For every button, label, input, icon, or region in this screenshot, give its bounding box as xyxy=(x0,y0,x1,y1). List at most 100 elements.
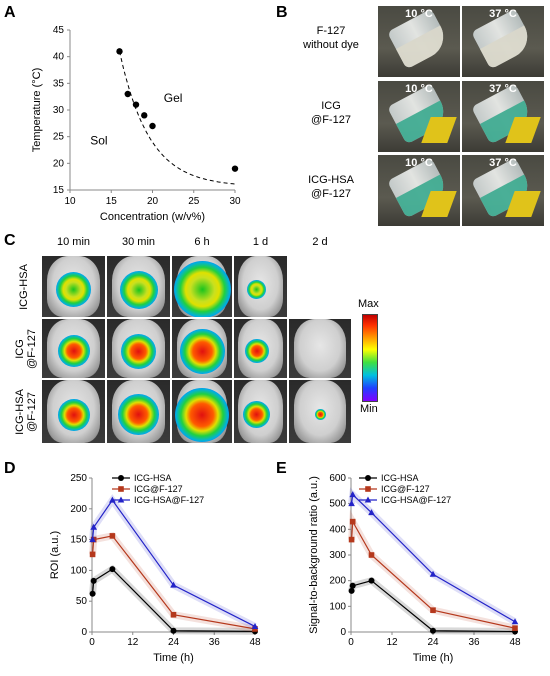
data-point xyxy=(348,500,355,507)
time-label: 1 d xyxy=(252,236,269,248)
chart-d-roi: 0 12 24 36 48 0 50 100 150 200 250 Time (h) ROI (a.u… xyxy=(49,473,261,664)
series-band xyxy=(89,494,257,630)
y-tick-label: 15 xyxy=(53,185,65,196)
x-tick-label: 48 xyxy=(509,637,521,648)
colorbar-min-label: Min xyxy=(360,403,378,415)
y-tick-label: 100 xyxy=(70,565,87,576)
x-tick-label: 36 xyxy=(468,637,480,648)
legend-marker xyxy=(364,496,372,503)
tube-liquid xyxy=(395,25,451,70)
y-tick-label: 100 xyxy=(329,601,346,612)
row-label-line: ICG-HSA xyxy=(14,388,26,435)
row-label-line: @F-127 xyxy=(26,328,38,369)
tube-photo: 37 °C xyxy=(462,6,544,77)
colorbar-max-label: Max xyxy=(358,298,379,310)
temperature-label: 37 °C xyxy=(489,157,517,169)
mouse-image xyxy=(234,380,287,443)
data-point xyxy=(512,625,518,631)
colorbar xyxy=(362,314,378,402)
mouse-image xyxy=(42,380,105,443)
fluorescence-signal xyxy=(175,387,229,442)
panel-letter-b: B xyxy=(276,4,288,21)
x-tick-label: 36 xyxy=(209,637,221,648)
legend-entry: ICG-HSA@F-127 xyxy=(134,495,204,505)
fluorescence-signal xyxy=(119,270,158,309)
fluorescence-signal xyxy=(57,335,90,368)
data-point xyxy=(90,523,97,530)
x-tick-label: 15 xyxy=(106,196,118,207)
x-axis-label: Time (h) xyxy=(413,652,454,664)
tube-photo: 37 °C xyxy=(462,155,544,226)
data-point xyxy=(430,607,436,613)
data-point xyxy=(349,582,356,589)
mouse-image xyxy=(172,380,232,443)
mouse-image xyxy=(42,319,105,378)
row-label-line: ICG-HSA xyxy=(18,263,30,310)
time-label: 30 min xyxy=(121,236,156,248)
mouse-image xyxy=(107,256,170,317)
y-tick-label: 300 xyxy=(329,550,346,561)
legend-entry: ICG@F-127 xyxy=(134,484,183,494)
panel-letter-c: C xyxy=(4,232,16,249)
chart-e-sbr: 0 12 24 36 48 0 100 200 300 400 500 600 Time (h) Sign… xyxy=(308,473,521,664)
legend-marker xyxy=(117,496,125,503)
fluorescence-signal xyxy=(121,333,156,369)
temperature-label: 10 °C xyxy=(405,157,433,169)
tube-photo: 10 °C xyxy=(378,81,460,152)
panel-b-row-label: ICG-HSA @F-127 xyxy=(288,173,374,201)
legend-marker xyxy=(365,486,371,492)
mouse-image xyxy=(289,319,351,378)
row-label-line: @F-127 xyxy=(26,391,38,432)
data-point xyxy=(511,618,519,625)
y-tick-label: 40 xyxy=(53,52,65,63)
x-tick-label: 30 xyxy=(229,196,241,207)
panel-b-row-label: F-127 without dye xyxy=(288,24,374,52)
data-point xyxy=(89,590,96,597)
data-point xyxy=(109,566,116,573)
data-point xyxy=(132,101,140,108)
x-tick-label: 24 xyxy=(168,637,180,648)
y-tick-label: 20 xyxy=(53,158,65,169)
mouse-image xyxy=(42,256,105,317)
tube-photo: 10 °C xyxy=(378,6,460,77)
fluorescence-signal xyxy=(243,401,270,429)
y-tick-label: 400 xyxy=(329,524,346,535)
fluorescence-signal xyxy=(244,339,269,364)
data-point xyxy=(430,627,436,634)
temperature-label: 10 °C xyxy=(405,8,433,20)
panel-c-row-label: ICG @F-127 xyxy=(14,319,38,378)
data-point xyxy=(124,90,131,98)
data-point xyxy=(348,536,355,543)
region-label: Gel xyxy=(164,91,183,105)
y-axis-label: Temperature (°C) xyxy=(31,68,43,152)
data-point xyxy=(231,165,239,172)
temperature-label: 37 °C xyxy=(489,8,517,20)
y-axis-label: Signal-to-background ratio (a.u.) xyxy=(308,476,320,634)
data-point xyxy=(170,627,177,634)
row-label-line2: @F-127 xyxy=(311,114,351,126)
legend-entry: ICG-HSA@F-127 xyxy=(381,495,451,505)
data-point xyxy=(90,577,97,584)
time-label: 6 h xyxy=(194,236,210,248)
fluorescence-signal xyxy=(247,280,266,300)
y-tick-label: 30 xyxy=(53,105,65,116)
x-tick-label: 10 xyxy=(64,196,76,207)
y-tick-label: 35 xyxy=(53,78,65,89)
y-axis-label: ROI (a.u.) xyxy=(49,531,61,579)
x-tick-label: 12 xyxy=(386,637,398,648)
data-point xyxy=(349,491,357,498)
y-tick-label: 45 xyxy=(53,25,65,36)
legend-entry: ICG-HSA xyxy=(134,473,172,483)
row-label-line1: ICG xyxy=(321,100,341,112)
legend-marker xyxy=(365,475,371,481)
fluorescence-signal xyxy=(173,261,231,317)
y-tick-label: 250 xyxy=(70,473,87,484)
data-point xyxy=(149,122,156,130)
legend-entry: ICG-HSA xyxy=(381,473,419,483)
y-tick-label: 0 xyxy=(340,627,346,638)
row-label-line1: F-127 xyxy=(316,25,346,37)
x-tick-label: 48 xyxy=(249,637,261,648)
fit-curve xyxy=(119,51,236,185)
data-point xyxy=(89,536,96,543)
